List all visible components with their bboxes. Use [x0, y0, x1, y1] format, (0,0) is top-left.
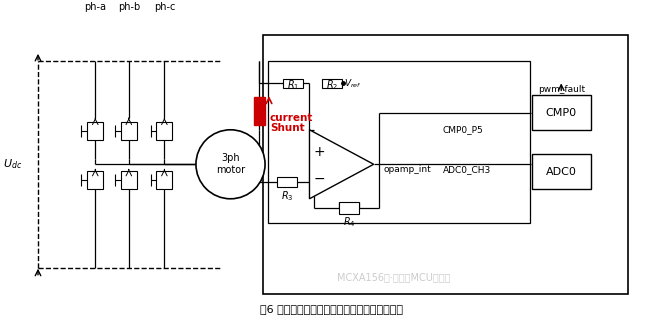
- Text: −: −: [313, 172, 325, 186]
- Text: $R_1$: $R_1$: [286, 79, 299, 92]
- Text: Shunt: Shunt: [270, 123, 305, 133]
- Text: 图6 采用内部运放的单电阻采样电机控制设计图: 图6 采用内部运放的单电阻采样电机控制设计图: [260, 304, 403, 314]
- Bar: [532, 95, 591, 130]
- Text: ADC0_CH3: ADC0_CH3: [443, 165, 491, 174]
- Bar: [121, 171, 137, 189]
- Text: ph-a: ph-a: [84, 2, 106, 12]
- Text: CMP0: CMP0: [545, 108, 577, 118]
- Text: pwm_fault: pwm_fault: [538, 85, 585, 94]
- Text: ph-c: ph-c: [154, 2, 175, 12]
- Polygon shape: [309, 130, 373, 199]
- Bar: [156, 122, 172, 140]
- Text: ADC0: ADC0: [546, 167, 577, 177]
- Circle shape: [196, 130, 265, 199]
- Text: $V_{ref}$: $V_{ref}$: [344, 77, 362, 90]
- Text: $R_2$: $R_2$: [326, 79, 338, 92]
- Text: current: current: [270, 113, 313, 123]
- Bar: [283, 79, 303, 89]
- Text: $U_{dc}$: $U_{dc}$: [3, 157, 22, 171]
- Text: $R_4$: $R_4$: [343, 215, 355, 229]
- Text: CMP0_P5: CMP0_P5: [443, 125, 483, 134]
- Text: 3ph
motor: 3ph motor: [216, 154, 245, 175]
- Text: +: +: [313, 146, 325, 159]
- Text: $R_3$: $R_3$: [281, 189, 293, 203]
- Text: MCXA156号·恩智浦MCU加油站: MCXA156号·恩智浦MCU加油站: [337, 273, 450, 283]
- Bar: [254, 97, 265, 125]
- Bar: [277, 177, 297, 187]
- Bar: [156, 171, 172, 189]
- Bar: [339, 202, 359, 213]
- Bar: [322, 79, 342, 89]
- Bar: [268, 61, 530, 223]
- Bar: [532, 155, 591, 189]
- Text: ph-b: ph-b: [118, 2, 140, 12]
- Bar: [88, 122, 103, 140]
- Bar: [88, 171, 103, 189]
- Bar: [263, 35, 628, 294]
- Bar: [121, 122, 137, 140]
- Text: opamp_int: opamp_int: [383, 165, 431, 174]
